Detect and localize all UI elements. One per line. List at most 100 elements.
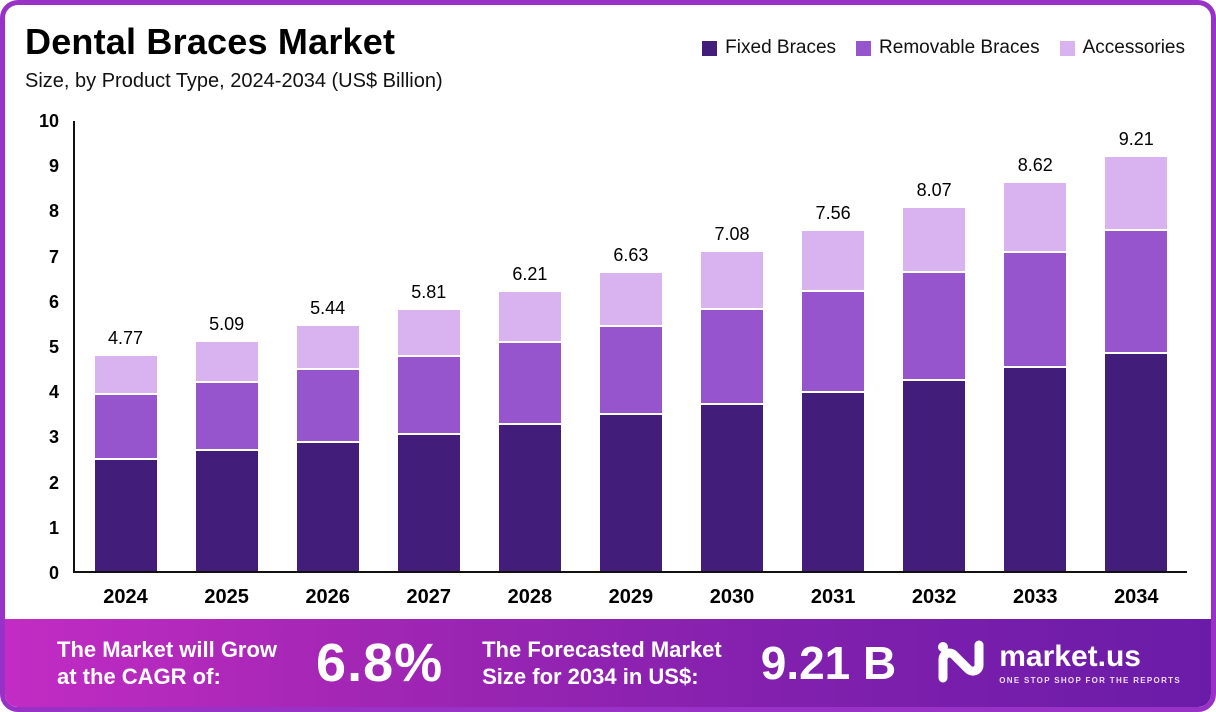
bar-group: 6.21 2028: [498, 264, 561, 608]
bar-segment-fixed-braces: [1105, 351, 1168, 571]
chart: 0 1 2 3 4 5 6 7 8 9 10 4.77 2024 5.09 2025 5.44 2026 5.8…: [9, 93, 1205, 619]
bar-segment-removable-braces: [498, 340, 561, 424]
x-axis-label: 2024: [103, 586, 148, 608]
y-tick-label: 6: [48, 291, 59, 312]
bar-segment-removable-braces: [94, 393, 157, 459]
legend-label: Fixed Braces: [725, 37, 837, 58]
cagr-caption: The Market will Grow at the CAGR of:: [57, 636, 277, 691]
y-tick-label: 2: [48, 472, 59, 493]
bar-segment-removable-braces: [1105, 229, 1168, 352]
bar-total-label: 4.77: [108, 328, 144, 349]
bar-total-label: 5.09: [209, 313, 245, 334]
footer-banner: The Market will Grow at the CAGR of: 6.8…: [5, 619, 1211, 707]
y-axis-labels: 0 1 2 3 4 5 6 7 8 9 10: [17, 111, 63, 583]
legend-swatch-fixed-braces: [702, 40, 718, 56]
bar-group: 5.09 2025: [195, 314, 258, 608]
bar-segment-accessories: [599, 272, 662, 326]
x-axis-label: 2032: [911, 586, 957, 608]
legend-item-fixed-braces: Fixed Braces: [702, 37, 836, 59]
bar-group: 6.63 2029: [599, 245, 662, 608]
bar-segment-fixed-braces: [903, 378, 966, 571]
bar-segment-removable-braces: [296, 368, 359, 442]
bar-segment-accessories: [94, 356, 157, 394]
x-axis-label: 2025: [204, 586, 249, 608]
bar-segment-accessories: [397, 309, 460, 355]
bar-total-label: 7.56: [815, 202, 851, 223]
page-title: Dental Braces Market: [25, 21, 396, 62]
page-subtitle: Size, by Product Type, 2024-2034 (US$ Bi…: [25, 70, 443, 92]
bar-segment-fixed-braces: [701, 402, 763, 571]
header: Dental Braces Market Size, by Product Ty…: [5, 5, 1211, 93]
bar-segment-fixed-braces: [1004, 365, 1067, 571]
bar-total-label: 8.07: [916, 179, 952, 200]
bar-segment-fixed-braces: [195, 449, 258, 571]
bar-segment-accessories: [701, 252, 763, 309]
bar-segment-fixed-braces: [296, 441, 359, 571]
bar-segment-fixed-braces: [802, 390, 865, 571]
bar-group: 7.56 2031: [802, 203, 865, 608]
y-tick-label: 5: [48, 337, 59, 357]
bar-group: 7.08 2030: [701, 224, 763, 608]
bar-segment-accessories: [903, 207, 966, 272]
market-us-logo-text-block: market.us ONE STOP SHOP FOR THE REPORTS: [999, 641, 1181, 685]
bar-group: 8.62 2033: [1004, 155, 1067, 608]
y-tick-label: 9: [48, 156, 59, 177]
bar-total-label: 5.81: [411, 281, 447, 302]
bar-group: 4.77 2024: [94, 328, 157, 608]
cagr-caption-line1: The Market will Grow: [57, 636, 278, 662]
bar-total-label: 9.21: [1118, 128, 1154, 149]
x-axis-label: 2031: [810, 586, 856, 608]
bar-segment-removable-braces: [397, 354, 460, 433]
forecast-caption-line2: Size for 2034 in US$:: [482, 664, 699, 689]
bar-total-label: 6.21: [512, 263, 548, 284]
bar-segment-accessories: [296, 326, 359, 369]
bar-segment-fixed-braces: [397, 432, 460, 571]
bar-total-label: 7.08: [714, 224, 750, 245]
x-axis-label: 2027: [406, 586, 452, 608]
bar-group: 9.21 2034: [1105, 129, 1168, 608]
bar-segment-removable-braces: [701, 308, 763, 403]
bar-group: 5.44 2026: [296, 298, 359, 608]
bar-segment-removable-braces: [1004, 251, 1067, 366]
bar-segment-fixed-braces: [599, 413, 662, 571]
market-us-logo: market.us ONE STOP SHOP FOR THE REPORTS: [935, 638, 1181, 689]
bar-segment-accessories: [1105, 156, 1168, 229]
bar-segment-accessories: [498, 291, 561, 341]
bar-total-label: 6.63: [613, 244, 649, 265]
x-axis-label: 2026: [305, 586, 350, 608]
title-block: Dental Braces Market Size, by Product Ty…: [25, 21, 443, 93]
bar-segment-removable-braces: [599, 325, 662, 414]
y-tick-label: 8: [48, 201, 59, 222]
x-axis-label: 2033: [1012, 586, 1058, 608]
bar-segment-accessories: [195, 341, 258, 382]
bar-segment-accessories: [802, 230, 865, 291]
bar-total-label: 8.62: [1017, 155, 1053, 176]
legend-swatch-accessories: [1059, 40, 1075, 56]
y-tick-label: 0: [48, 563, 59, 583]
bar-segment-removable-braces: [195, 381, 258, 450]
plot-area: 4.77 2024 5.09 2025 5.44 2026 5.81 2027 6.21 2028…: [73, 121, 1187, 608]
bar-total-label: 5.44: [310, 298, 346, 319]
cagr-value: 6.8%: [316, 633, 444, 693]
legend-swatch-removable-braces: [856, 40, 872, 56]
market-us-logo-tagline: ONE STOP SHOP FOR THE REPORTS: [999, 675, 1181, 685]
x-axis-label: 2034: [1114, 586, 1159, 608]
forecast-caption: The Forecasted Market Size for 2034 in U…: [482, 636, 722, 691]
y-tick-label: 10: [38, 111, 59, 131]
legend-item-accessories: Accessories: [1059, 37, 1185, 59]
bar-segment-accessories: [1004, 183, 1067, 252]
bar-group: 8.07 2032: [903, 180, 966, 608]
x-axis-label: 2030: [709, 586, 755, 608]
legend-label: Removable Braces: [879, 37, 1040, 58]
y-tick-label: 1: [48, 517, 59, 538]
y-tick-label: 4: [48, 382, 59, 403]
bar-segment-fixed-braces: [498, 423, 561, 571]
bar-group: 5.81 2027: [397, 282, 460, 608]
forecast-caption-line1: The Forecasted Market: [482, 636, 722, 662]
bar-segment-removable-braces: [802, 290, 865, 391]
market-us-logo-icon: [935, 638, 987, 689]
y-tick-label: 3: [48, 427, 59, 448]
legend-item-removable-braces: Removable Braces: [856, 37, 1040, 59]
x-axis-label: 2029: [608, 586, 654, 608]
